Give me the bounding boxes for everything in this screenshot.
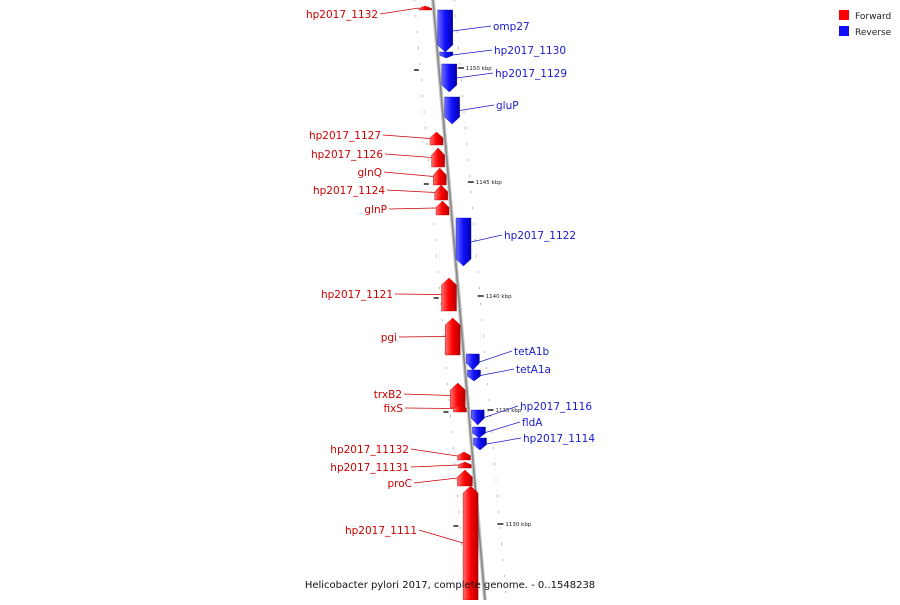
gene-arrow[interactable] <box>437 9 453 53</box>
gene-arrow[interactable] <box>467 369 481 382</box>
gene-label[interactable]: fldA <box>522 417 543 429</box>
gene-leader-line <box>470 234 503 243</box>
gene-arrow[interactable] <box>457 451 471 461</box>
gene-leader-line <box>382 134 431 139</box>
gene-label[interactable]: hp2017_1126 <box>311 149 383 161</box>
gene-arrow[interactable] <box>445 317 461 356</box>
legend-forward-swatch <box>839 10 849 20</box>
gene-label[interactable]: tetA1a <box>516 364 551 376</box>
gene-arrow[interactable] <box>435 200 450 216</box>
gene-leader-line <box>384 153 432 158</box>
scale-label: 1150 kbp <box>466 66 492 72</box>
gene-arrow[interactable] <box>471 409 485 426</box>
gene-arrow[interactable] <box>441 277 457 312</box>
gene-label[interactable]: omp27 <box>493 21 530 33</box>
gene-features <box>418 5 487 601</box>
gene-leader-line <box>484 405 519 418</box>
gene-arrow[interactable] <box>441 63 457 93</box>
gene-leader-line <box>479 350 513 363</box>
scale-label: 1130 kbp <box>505 522 531 528</box>
legend-reverse-swatch <box>839 26 849 36</box>
gene-label[interactable]: hp2017_11132 <box>330 444 409 456</box>
legend-item-reverse: Reverse <box>839 26 892 38</box>
gene-label[interactable]: hp2017_1127 <box>309 130 381 142</box>
gene-arrow[interactable] <box>433 167 447 186</box>
gene-leader-line <box>486 437 522 445</box>
gene-leader-line <box>452 25 492 32</box>
gene-leader-line <box>383 171 434 177</box>
gene-label[interactable]: hp2017_1132 <box>306 9 378 21</box>
gene-leader-line <box>394 293 442 295</box>
scale-label: 1135 kbp <box>496 408 522 414</box>
gene-leader-line <box>386 189 435 193</box>
gene-label[interactable]: hp2017_11131 <box>330 462 409 474</box>
gene-arrow[interactable] <box>431 147 445 168</box>
gene-label[interactable]: hp2017_1129 <box>495 68 567 80</box>
gene-label[interactable]: glnP <box>364 204 387 216</box>
gene-leader-line <box>459 104 495 111</box>
scale-label: 1140 kbp <box>486 294 512 300</box>
scale-label: 1145 kbp <box>476 180 502 186</box>
gene-labels: hp2017_1132 omp27 hp2017_1130 hp2017_1129gl… <box>306 7 595 544</box>
gene-arrow[interactable] <box>444 96 460 125</box>
gene-leader-line <box>452 49 493 56</box>
gene-label[interactable]: hp2017_1111 <box>345 525 417 537</box>
gene-leader-line <box>410 448 458 457</box>
gene-leader-line <box>413 477 458 484</box>
gene-arrow[interactable] <box>466 353 480 371</box>
gene-leader-line <box>403 393 451 396</box>
gene-label[interactable]: fixS <box>384 403 404 415</box>
gene-leader-line <box>480 368 515 376</box>
gene-label[interactable]: hp2017_1121 <box>321 289 393 301</box>
gene-arrow[interactable] <box>473 437 487 451</box>
gene-label[interactable]: glnQ <box>357 167 382 179</box>
gene-label[interactable]: hp2017_1114 <box>523 433 595 445</box>
legend-reverse-label: Reverse <box>855 28 892 38</box>
gene-label[interactable]: trxB2 <box>374 389 402 401</box>
gene-leader-line <box>404 407 454 409</box>
gene-label[interactable]: hp2017_1130 <box>494 45 566 57</box>
gene-leader-line <box>485 421 521 433</box>
legend: Forward Reverse <box>839 10 892 38</box>
gene-leader-line <box>398 336 446 338</box>
gene-leader-line <box>379 7 419 15</box>
gene-label[interactable]: tetA1b <box>514 346 550 358</box>
gene-label[interactable]: gluP <box>496 100 519 112</box>
map-caption: Helicobacter pylori 2017, complete genom… <box>305 580 595 591</box>
gene-arrow[interactable] <box>439 51 453 59</box>
gene-arrow[interactable] <box>453 404 467 413</box>
gene-leader-line <box>410 464 459 468</box>
gene-arrow[interactable] <box>434 184 448 201</box>
gene-arrow[interactable] <box>455 217 472 267</box>
gene-label[interactable]: pgi <box>381 332 397 344</box>
gene-label[interactable]: proC <box>387 478 412 490</box>
gene-arrow[interactable] <box>450 382 466 409</box>
gene-arrow[interactable] <box>457 469 473 487</box>
legend-forward-label: Forward <box>855 12 891 22</box>
gene-leader-line <box>418 529 464 544</box>
gene-label[interactable]: hp2017_1122 <box>504 230 576 242</box>
gene-arrow[interactable] <box>429 131 444 146</box>
scale-marks: 1150 kbp 1145 kbp 1140 kbp 1135 kbp 1130 kbp <box>413 66 532 528</box>
gene-arrow[interactable] <box>458 461 472 469</box>
gene-label[interactable]: hp2017_1124 <box>313 185 385 197</box>
gene-label[interactable]: hp2017_1116 <box>520 401 592 413</box>
gene-arrow[interactable] <box>418 5 432 11</box>
gene-leader-line <box>456 72 494 79</box>
gene-arrow[interactable] <box>472 426 486 439</box>
legend-item-forward: Forward <box>839 10 891 22</box>
gene-leader-line <box>388 207 437 210</box>
